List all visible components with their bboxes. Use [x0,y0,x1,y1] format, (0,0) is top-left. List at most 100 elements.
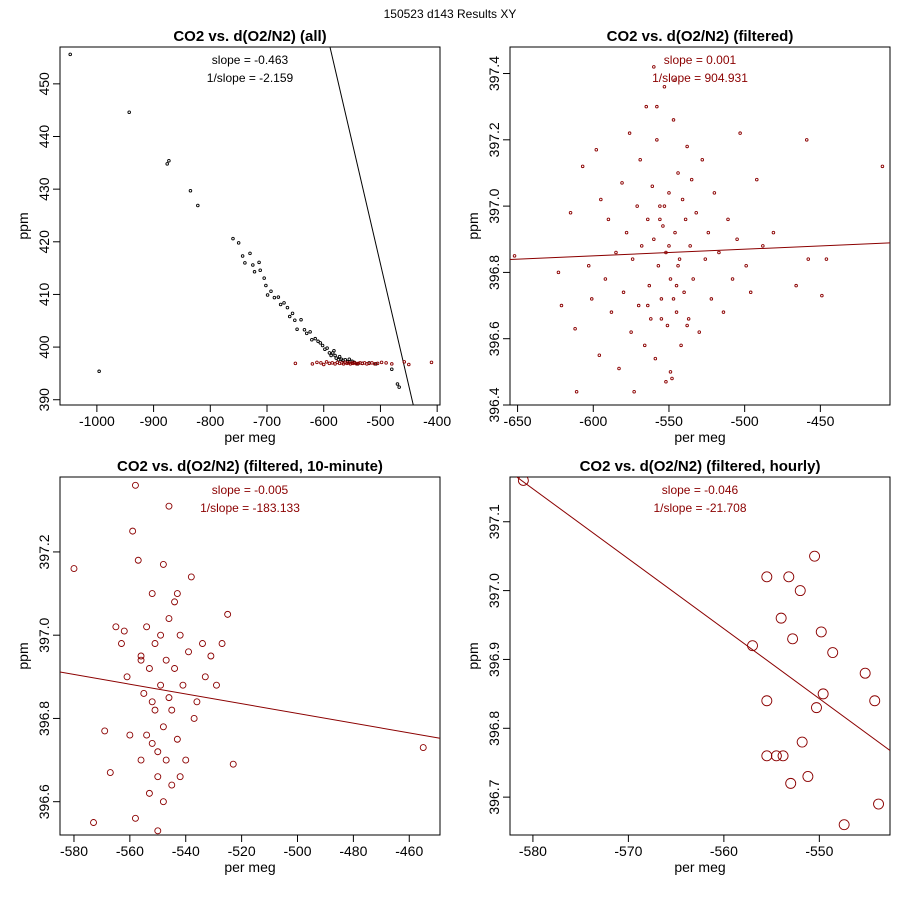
chart-title: CO2 vs. d(O2/N2) (all) [173,28,326,45]
data-point [176,773,184,781]
data-point [137,756,145,764]
data-point [171,665,179,672]
data-point [118,640,125,647]
data-point [154,827,162,835]
data-point [594,148,599,152]
data-point [609,310,614,314]
data-point [167,158,171,163]
data-point [407,362,411,367]
data-point [243,261,247,265]
data-point [310,362,315,366]
y-axis-label: ppm [465,642,481,669]
data-point [402,360,407,364]
data-point [869,695,881,707]
data-point [131,481,139,489]
data-point [597,353,602,358]
data-point [787,633,799,645]
slope-annotation: slope = 0.001 [664,53,737,67]
data-point [318,341,323,345]
data-point [670,376,674,381]
data-point [278,302,283,307]
y-tick-label: 396.6 [36,784,52,819]
data-point [700,157,705,162]
y-tick-label: 396.8 [36,701,52,736]
data-point [213,681,220,689]
data-point [126,731,134,739]
chart-title: CO2 vs. d(O2/N2) (filtered) [607,28,794,45]
data-point [806,257,810,261]
data-point [319,361,323,365]
data-point [682,290,686,295]
data-point [685,144,689,149]
chart-title: CO2 vs. d(O2/N2) (filtered, hourly) [580,458,821,475]
data-point [308,330,312,334]
data-point [154,773,162,781]
y-tick-label: 397.0 [486,573,502,608]
data-point [199,640,206,647]
data-point [187,573,195,581]
data-point [157,631,165,639]
data-point [667,191,671,195]
data-point [332,349,336,353]
data-point [639,244,644,248]
x-tick-label: -580 [519,843,547,859]
data-point [218,640,226,647]
data-point [143,623,151,631]
data-point [162,656,170,664]
data-point [691,277,695,281]
data-point [827,647,839,659]
slope-annotation: slope = -0.463 [212,53,289,67]
data-point [229,760,237,768]
data-point [614,250,618,255]
data-point [621,290,626,295]
data-point [804,138,809,142]
data-point [168,706,176,714]
data-point [673,78,677,82]
data-point [586,264,591,268]
data-point [165,162,169,166]
slope-annotation: slope = -0.046 [662,483,739,497]
data-point [668,370,673,374]
data-point [659,317,664,321]
data-point [644,104,649,109]
data-point [568,210,573,215]
data-point [320,343,325,348]
data-point [154,748,162,756]
data-point [354,362,359,366]
data-point [676,264,680,268]
data-point [131,814,139,822]
data-point [775,612,787,624]
data-point [783,571,795,583]
data-point [873,798,884,810]
plot-frame [59,46,441,406]
chart-panel: CO2 vs. d(O2/N2) (filtered) -650 -600 -550 -… [465,28,891,445]
x-tick-label: -460 [395,843,423,859]
data-point [165,502,173,510]
x-tick-label: -560 [710,843,738,859]
data-point [556,270,561,275]
slope-annotation: slope = -0.005 [212,483,289,497]
data-point [655,104,659,109]
data-point [429,360,434,365]
data-point [134,556,142,564]
x-tick-label: -500 [366,413,394,429]
data-point [811,702,822,714]
data-point [517,477,529,486]
data-point [148,739,156,747]
x-tick-label: -700 [253,413,281,429]
chart-panel: CO2 vs. d(O2/N2) (filtered, hourly) -580 -… [465,458,891,875]
data-point [190,714,198,722]
data-point [770,750,782,762]
data-point [265,293,270,297]
data-point [321,362,326,367]
data-point [196,203,200,208]
x-axis-label: per meg [674,429,725,445]
data-point [325,346,329,350]
chart-panels: CO2 vs. d(O2/N2) (all) -1000 -900 -800 -700 -… [15,28,891,875]
data-point [809,550,821,562]
data-point [159,723,167,731]
data-point [379,360,384,365]
data-point [258,268,262,272]
y-axis-label: ppm [15,212,31,239]
data-point [794,283,798,288]
